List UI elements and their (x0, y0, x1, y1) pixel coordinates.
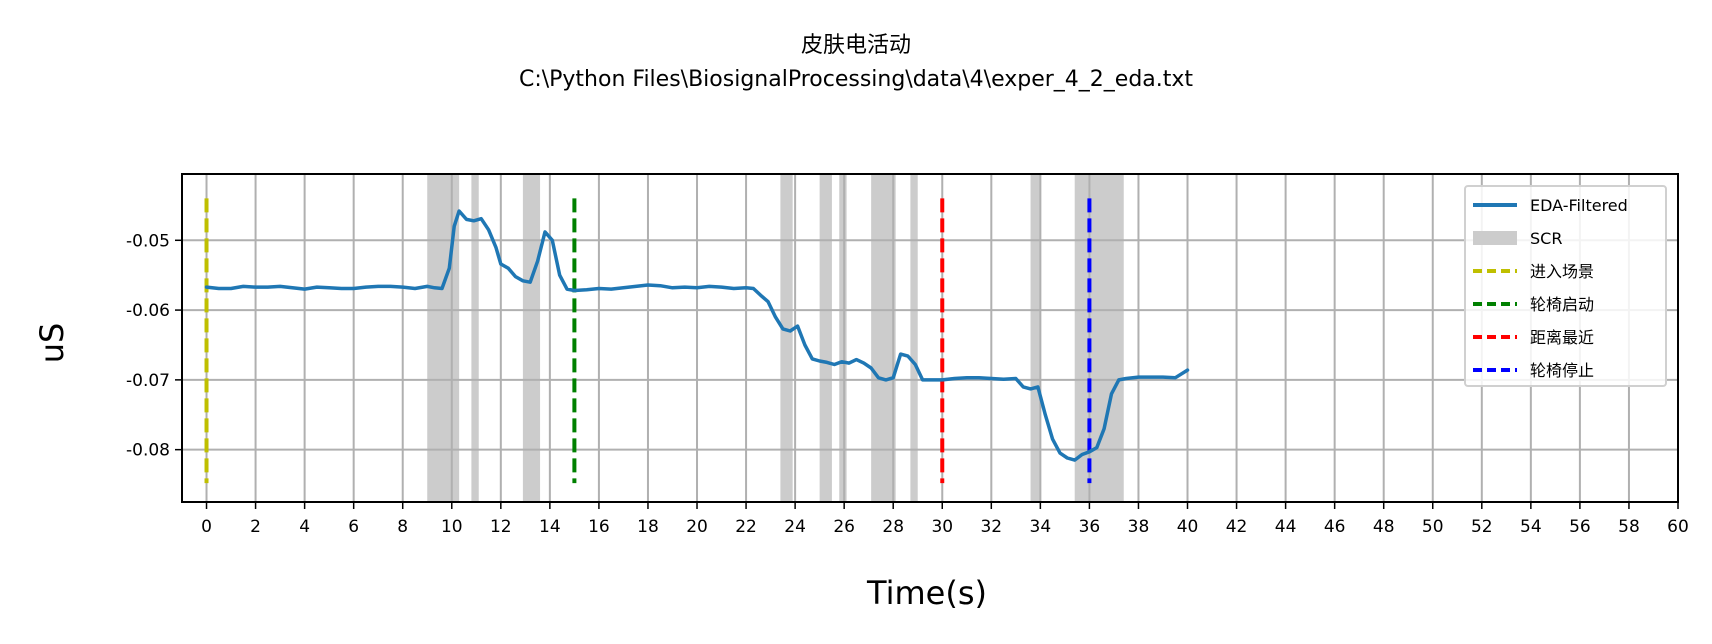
x-tick-label: 16 (588, 517, 610, 537)
x-tick-label: 4 (299, 517, 310, 537)
legend-swatch-patch (1473, 231, 1517, 245)
y-axis-label: uS (33, 323, 71, 364)
eda-series-line (204, 209, 1190, 462)
x-tick-label: 8 (397, 517, 408, 537)
x-tick-label: 54 (1520, 517, 1542, 537)
x-tick-label: 42 (1226, 517, 1248, 537)
x-tick-label: 14 (539, 517, 561, 537)
scr-region-2 (471, 174, 479, 502)
x-tick-label: 48 (1373, 517, 1395, 537)
x-tick-label: 38 (1128, 517, 1150, 537)
y-tick-label: -0.06 (126, 301, 170, 321)
x-tick-label: 10 (441, 517, 463, 537)
x-tick-label: 44 (1275, 517, 1297, 537)
scr-region-9 (1030, 174, 1041, 502)
x-tick-label: 12 (490, 517, 512, 537)
legend-label: 轮椅启动 (1530, 295, 1594, 314)
x-tick-label: 20 (686, 517, 708, 537)
x-tick-label: 26 (833, 517, 855, 537)
chart-subtitle: C:\Python Files\BiosignalProcessing\data… (519, 67, 1193, 92)
x-tick-label: 50 (1422, 517, 1444, 537)
x-tick-label: 2 (250, 517, 261, 537)
x-tick-label: 22 (735, 517, 757, 537)
legend-label: 进入场景 (1530, 262, 1594, 281)
scr-region-6 (839, 174, 847, 502)
x-tick-label: 24 (784, 517, 806, 537)
legend-label: 轮椅停止 (1530, 361, 1594, 380)
x-tick-label: 56 (1569, 517, 1591, 537)
legend-label: SCR (1530, 229, 1562, 248)
x-axis-label: Time(s) (866, 574, 987, 612)
legend-label: EDA-Filtered (1530, 196, 1628, 215)
y-tick-label: -0.05 (126, 231, 170, 251)
scr-region-3 (522, 174, 541, 502)
legend-label: 距离最近 (1530, 328, 1594, 347)
x-tick-label: 58 (1618, 517, 1640, 537)
x-tick-label: 36 (1079, 517, 1101, 537)
scr-region-4 (780, 174, 793, 502)
plot-area: 0 2 4 6 8 10 12 14 16 18 20 22 24 26 28 30 32 34 36 38 40 42 4… (126, 173, 1689, 537)
plot-frame (181, 173, 1679, 503)
x-tick-label: 28 (882, 517, 904, 537)
scr-region-5 (819, 174, 832, 502)
x-tick-label: 30 (931, 517, 953, 537)
scr-region-10 (1074, 174, 1124, 502)
x-tick-label: 0 (201, 517, 212, 537)
x-tick-label: 18 (637, 517, 659, 537)
x-tick-label: 32 (980, 517, 1002, 537)
x-tick-label: 52 (1471, 517, 1493, 537)
legend-box (1464, 185, 1667, 387)
scr-region-8 (910, 174, 918, 502)
x-tick-label: 60 (1667, 517, 1689, 537)
x-tick-label: 46 (1324, 517, 1346, 537)
y-tick-label: -0.07 (126, 371, 170, 391)
x-tick-label: 40 (1177, 517, 1199, 537)
x-tick-label: 6 (348, 517, 359, 537)
y-tick-label: -0.08 (126, 441, 170, 461)
scr-region-7 (871, 174, 896, 502)
chart-title: 皮肤电活动 (801, 33, 911, 58)
x-tick-label: 34 (1030, 517, 1052, 537)
